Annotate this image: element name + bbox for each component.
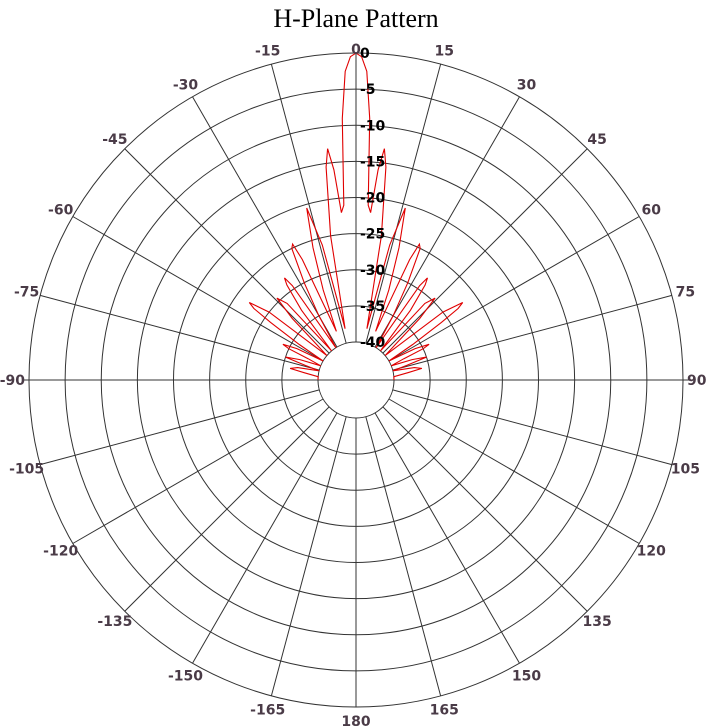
angle-tick-label: 90 xyxy=(687,373,707,389)
angle-tick-label: -30 xyxy=(173,78,199,94)
angle-tick-label: -60 xyxy=(48,203,74,219)
pattern-curve xyxy=(248,52,464,381)
chart-title: H-Plane Pattern xyxy=(273,4,439,33)
grid-spoke xyxy=(124,406,330,612)
grid-spoke xyxy=(392,294,672,371)
angular-grid xyxy=(23,53,689,707)
radial-tick-label: -30 xyxy=(360,263,386,279)
grid-spoke xyxy=(392,389,672,466)
angle-tick-label: -105 xyxy=(9,461,44,477)
angle-tick-label: -135 xyxy=(97,614,132,630)
angle-tick-label: -75 xyxy=(14,285,39,301)
grid-spoke xyxy=(374,412,520,664)
angle-tick-label: 30 xyxy=(517,78,537,94)
grid-spoke xyxy=(365,416,442,696)
angle-tick-label: 135 xyxy=(582,614,611,630)
angle-tick-label: -165 xyxy=(250,702,285,718)
radial-tick-label: -5 xyxy=(360,82,376,98)
grid-spoke xyxy=(365,64,442,344)
grid-spoke xyxy=(192,96,338,348)
radial-tick-label: -40 xyxy=(360,335,386,351)
angle-tick-label: -15 xyxy=(255,44,280,60)
grid-spoke xyxy=(388,216,640,362)
grid-spoke xyxy=(72,216,324,362)
grid-spoke xyxy=(270,416,347,696)
angle-tick-label: 15 xyxy=(435,44,454,60)
angle-tick-label: 60 xyxy=(642,203,662,219)
angle-tick-label: 0 xyxy=(351,42,361,58)
angle-tick-label: 75 xyxy=(676,285,695,301)
angle-tick-label: 45 xyxy=(587,132,606,148)
angle-tick-label: -120 xyxy=(43,544,78,560)
radial-tick-labels: 0 -5 -10 -15 -20 -25 -30 -35 -40 xyxy=(360,46,386,351)
grid-spoke xyxy=(192,412,338,664)
radial-tick-label: -25 xyxy=(360,227,385,243)
grid-spoke xyxy=(124,148,330,354)
radial-tick-label: -15 xyxy=(360,154,385,170)
radial-tick-label: 0 xyxy=(360,46,370,62)
radial-tick-label: -35 xyxy=(360,299,385,315)
grid-spoke xyxy=(72,398,324,544)
grid-spoke xyxy=(270,64,347,344)
angle-tick-label: 180 xyxy=(341,714,370,728)
series-layer xyxy=(248,52,464,381)
grid-spoke xyxy=(374,96,520,348)
angle-tick-label: -45 xyxy=(102,132,127,148)
radial-tick-label: -10 xyxy=(360,118,386,134)
grid-spoke xyxy=(388,398,640,544)
angle-tick-label: -90 xyxy=(0,373,25,389)
grid-spoke xyxy=(40,389,320,466)
grid-spoke xyxy=(382,148,588,354)
grid-spoke xyxy=(382,406,588,612)
grid-spoke xyxy=(40,294,320,371)
angle-tick-label: 150 xyxy=(512,668,541,684)
angle-tick-label: -150 xyxy=(168,668,203,684)
angle-tick-label: 105 xyxy=(671,461,700,477)
angle-tick-label: 165 xyxy=(430,702,459,718)
angle-tick-label: 120 xyxy=(637,544,666,560)
radial-tick-label: -20 xyxy=(360,191,386,207)
angle-tick-labels: 0 153045607590105120135150165180-165-150-… xyxy=(0,42,707,728)
